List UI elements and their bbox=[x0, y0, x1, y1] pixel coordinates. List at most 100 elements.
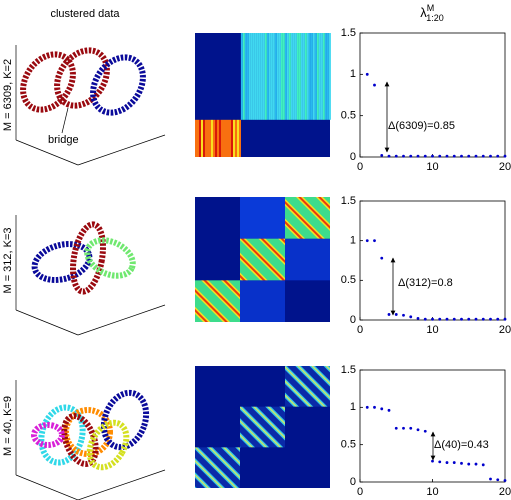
eigen-dot bbox=[504, 318, 507, 321]
eigen-dot bbox=[482, 463, 485, 466]
heat-stripe bbox=[253, 33, 255, 120]
eigen-dot bbox=[402, 155, 405, 158]
axis-3d bbox=[16, 475, 78, 500]
eigen-dot bbox=[453, 155, 456, 158]
heat-stripe bbox=[289, 33, 291, 120]
y-tick-label: 0 bbox=[350, 314, 356, 326]
x-tick-label: 10 bbox=[426, 324, 438, 336]
heat-stripe bbox=[247, 33, 249, 120]
eigen-dot bbox=[417, 317, 420, 320]
y-tick-label: 0.5 bbox=[341, 110, 356, 122]
eigen-dot bbox=[424, 318, 427, 321]
heat-stripe bbox=[203, 120, 205, 157]
axis-3d bbox=[78, 305, 165, 335]
row-label: M = 312, K=3 bbox=[2, 227, 14, 293]
column-title: clustered data bbox=[50, 8, 120, 20]
eigen-dot bbox=[395, 313, 398, 316]
row-label: M = 6309, K=2 bbox=[2, 59, 14, 131]
heat-stripe bbox=[233, 120, 235, 157]
pointer bbox=[62, 108, 68, 133]
heat-stripe bbox=[299, 33, 301, 120]
heat-stripe bbox=[295, 33, 297, 120]
heat-stripe bbox=[227, 120, 229, 157]
heat-block bbox=[285, 239, 330, 281]
heat-stripe bbox=[221, 120, 223, 157]
eigen-dot bbox=[489, 318, 492, 321]
heat-stripe bbox=[315, 33, 317, 120]
eigen-dot bbox=[380, 407, 383, 410]
x-tick-label: 0 bbox=[357, 161, 363, 173]
eigen-dot bbox=[417, 428, 420, 431]
heat-stripe bbox=[291, 33, 293, 120]
y-tick-label: 1 bbox=[350, 235, 356, 247]
y-tick-label: 0.5 bbox=[341, 439, 356, 451]
eigen-dot bbox=[453, 318, 456, 321]
eigen-dot bbox=[475, 155, 478, 158]
y-tick-label: 0 bbox=[350, 151, 356, 163]
eigen-dot bbox=[388, 313, 391, 316]
heat-stripe bbox=[261, 33, 263, 120]
eigen-dot bbox=[431, 460, 434, 463]
heat-stripe bbox=[235, 120, 237, 157]
heat-stripe bbox=[301, 33, 303, 120]
x-tick-label: 20 bbox=[499, 161, 511, 173]
bridge-label: bridge bbox=[48, 134, 79, 146]
heat-stripe bbox=[215, 120, 217, 157]
eigen-sub: 1:20 bbox=[426, 13, 444, 23]
heat-stripe bbox=[199, 120, 201, 157]
heat-stripe bbox=[219, 120, 221, 157]
eigen-dot bbox=[395, 427, 398, 430]
heat-stripe bbox=[283, 33, 285, 120]
y-tick-label: 1.5 bbox=[341, 27, 356, 39]
heat-block bbox=[240, 280, 285, 322]
heat-stripe bbox=[245, 33, 247, 120]
heat-stripe bbox=[249, 33, 251, 120]
axis-3d bbox=[16, 310, 78, 335]
eigen-dot bbox=[366, 406, 369, 409]
heat-stripe bbox=[225, 120, 227, 157]
heat-stripe bbox=[311, 33, 313, 120]
x-tick-label: 20 bbox=[499, 486, 511, 498]
eigen-dot bbox=[409, 155, 412, 158]
heat-stripe bbox=[285, 33, 287, 120]
eigen-dot bbox=[446, 461, 449, 464]
annotation: Δ(6309)=0.85 bbox=[388, 120, 455, 132]
heat-stripe bbox=[263, 33, 265, 120]
eigen-dot bbox=[417, 155, 420, 158]
eigen-dot bbox=[431, 318, 434, 321]
eigen-dot bbox=[424, 155, 427, 158]
heat-stripe bbox=[325, 33, 327, 120]
eigen-dot bbox=[504, 479, 507, 482]
heat-stripe bbox=[237, 120, 239, 157]
eigen-dot bbox=[446, 155, 449, 158]
heat-stripe bbox=[271, 33, 273, 120]
eigen-dot bbox=[380, 154, 383, 157]
heat-stripe bbox=[269, 33, 271, 120]
eigen-dot bbox=[366, 239, 369, 242]
eigen-dot bbox=[460, 155, 463, 158]
eigen-dot bbox=[496, 318, 499, 321]
y-tick-label: 1.5 bbox=[341, 364, 356, 376]
heat-stripe bbox=[281, 33, 283, 120]
heat-stripe bbox=[255, 33, 257, 120]
eigen-dot bbox=[380, 257, 383, 260]
heat-stripe bbox=[207, 120, 209, 157]
x-tick-label: 20 bbox=[499, 324, 511, 336]
eigen-dot bbox=[388, 155, 391, 158]
heat-block bbox=[285, 197, 330, 239]
eigen-dot bbox=[373, 406, 376, 409]
heat-block bbox=[240, 407, 285, 448]
heat-stripe bbox=[265, 33, 267, 120]
eigen-dot bbox=[475, 318, 478, 321]
heat-stripe bbox=[273, 33, 275, 120]
heat-stripe bbox=[321, 33, 323, 120]
heat-stripe bbox=[209, 120, 211, 157]
eigen-dot bbox=[438, 318, 441, 321]
eigen-dot bbox=[424, 430, 427, 433]
heat-stripe bbox=[217, 120, 219, 157]
eigen-dot bbox=[409, 427, 412, 430]
eigen-dot bbox=[402, 314, 405, 317]
eigen-dot bbox=[388, 409, 391, 412]
heat-stripe bbox=[317, 33, 319, 120]
eigen-dot bbox=[453, 461, 456, 464]
